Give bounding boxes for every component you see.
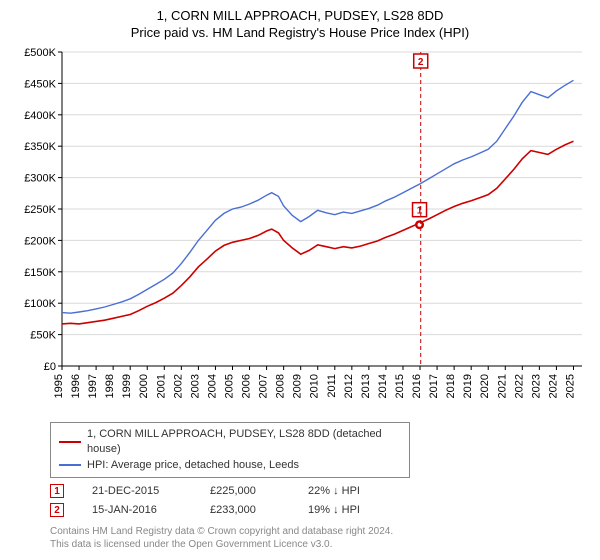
svg-text:£50K: £50K <box>30 329 56 341</box>
legend: 1, CORN MILL APPROACH, PUDSEY, LS28 8DD … <box>50 422 410 478</box>
sale-marker-icon: 1 <box>50 484 64 498</box>
svg-text:2003: 2003 <box>189 374 201 398</box>
svg-text:£250K: £250K <box>24 204 56 216</box>
svg-text:2019: 2019 <box>462 374 474 398</box>
svg-text:2011: 2011 <box>326 374 338 398</box>
svg-text:2004: 2004 <box>206 374 218 398</box>
svg-text:2006: 2006 <box>241 374 253 398</box>
legend-label: HPI: Average price, detached house, Leed… <box>87 458 299 473</box>
svg-text:1996: 1996 <box>70 374 82 398</box>
footer-line: Contains HM Land Registry data © Crown c… <box>50 525 588 538</box>
svg-text:£150K: £150K <box>24 267 56 279</box>
chart-container: 1, CORN MILL APPROACH, PUDSEY, LS28 8DD … <box>0 0 600 560</box>
chart-title-line2: Price paid vs. HM Land Registry's House … <box>12 25 588 40</box>
line-chart-svg: £0 £50K £100K £150K £200K £250K £300K £350K £400… <box>12 46 588 416</box>
sale-marker-number: 1 <box>54 483 60 500</box>
svg-text:£450K: £450K <box>24 78 56 90</box>
svg-text:£400K: £400K <box>24 110 56 122</box>
legend-swatch <box>59 464 81 466</box>
chart-title-line1: 1, CORN MILL APPROACH, PUDSEY, LS28 8DD <box>12 8 588 25</box>
svg-text:2024: 2024 <box>547 374 559 398</box>
svg-text:2015: 2015 <box>394 374 406 398</box>
svg-text:2001: 2001 <box>155 374 167 398</box>
legend-item: HPI: Average price, detached house, Leed… <box>59 458 401 473</box>
sale-price: £225,000 <box>210 482 280 501</box>
svg-text:1: 1 <box>417 206 423 217</box>
svg-text:£200K: £200K <box>24 235 56 247</box>
svg-text:2025: 2025 <box>564 374 576 398</box>
sale-hpi-delta: 19% ↓ HPI <box>308 501 388 520</box>
svg-text:£500K: £500K <box>24 47 56 59</box>
sales-table: 1 21-DEC-2015 £225,000 22% ↓ HPI 2 15-JA… <box>50 482 588 519</box>
svg-text:2014: 2014 <box>377 374 389 398</box>
svg-text:2002: 2002 <box>172 374 184 398</box>
svg-text:2013: 2013 <box>360 374 372 398</box>
footer-attribution: Contains HM Land Registry data © Crown c… <box>50 525 588 551</box>
sale-date: 15-JAN-2016 <box>92 501 182 520</box>
footer-line: This data is licensed under the Open Gov… <box>50 538 588 551</box>
sale-marker-number: 2 <box>54 502 60 519</box>
svg-text:2012: 2012 <box>343 374 355 398</box>
svg-text:1998: 1998 <box>104 374 116 398</box>
svg-text:2023: 2023 <box>530 374 542 398</box>
sales-row: 1 21-DEC-2015 £225,000 22% ↓ HPI <box>50 482 588 501</box>
svg-text:1997: 1997 <box>87 374 99 398</box>
svg-text:2016: 2016 <box>411 374 423 398</box>
svg-text:2022: 2022 <box>513 374 525 398</box>
sale-price: £233,000 <box>210 501 280 520</box>
svg-text:2020: 2020 <box>479 374 491 398</box>
svg-text:£100K: £100K <box>24 298 56 310</box>
svg-text:2009: 2009 <box>292 374 304 398</box>
svg-text:2008: 2008 <box>275 374 287 398</box>
sale-marker-icon: 2 <box>50 503 64 517</box>
sale-hpi-delta: 22% ↓ HPI <box>308 482 388 501</box>
sales-row: 2 15-JAN-2016 £233,000 19% ↓ HPI <box>50 501 588 520</box>
svg-text:£300K: £300K <box>24 172 56 184</box>
svg-text:£350K: £350K <box>24 141 56 153</box>
svg-text:2007: 2007 <box>258 374 270 398</box>
svg-text:1999: 1999 <box>121 374 133 398</box>
svg-text:2021: 2021 <box>496 374 508 398</box>
legend-label: 1, CORN MILL APPROACH, PUDSEY, LS28 8DD … <box>87 427 401 458</box>
sale-date: 21-DEC-2015 <box>92 482 182 501</box>
chart-plot: £0 £50K £100K £150K £200K £250K £300K £350K £400… <box>12 46 588 416</box>
legend-swatch <box>59 441 81 443</box>
svg-text:£0: £0 <box>44 361 56 373</box>
svg-text:2017: 2017 <box>428 374 440 398</box>
svg-text:2: 2 <box>418 57 424 68</box>
svg-text:2005: 2005 <box>223 374 235 398</box>
svg-text:2010: 2010 <box>309 374 321 398</box>
svg-text:1995: 1995 <box>53 374 65 398</box>
legend-item: 1, CORN MILL APPROACH, PUDSEY, LS28 8DD … <box>59 427 401 458</box>
svg-text:2018: 2018 <box>445 374 457 398</box>
svg-text:2000: 2000 <box>138 374 150 398</box>
